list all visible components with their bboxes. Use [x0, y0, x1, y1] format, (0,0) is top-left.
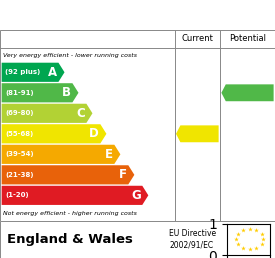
Text: (39-54): (39-54) — [5, 151, 34, 157]
Polygon shape — [2, 124, 106, 143]
Polygon shape — [2, 63, 65, 82]
Polygon shape — [176, 125, 219, 142]
Polygon shape — [2, 104, 92, 123]
Text: (21-38): (21-38) — [5, 172, 34, 178]
Text: (69-80): (69-80) — [5, 110, 34, 116]
Text: Not energy efficient - higher running costs: Not energy efficient - higher running co… — [3, 211, 137, 216]
Text: (1-20): (1-20) — [5, 192, 29, 198]
Text: Current: Current — [182, 34, 213, 43]
Text: (92 plus): (92 plus) — [5, 69, 40, 75]
Text: Potential: Potential — [229, 34, 266, 43]
Text: Energy Efficiency Rating: Energy Efficiency Rating — [7, 8, 190, 21]
Text: EU Directive
2002/91/EC: EU Directive 2002/91/EC — [169, 229, 216, 250]
Polygon shape — [2, 165, 134, 184]
Text: D: D — [89, 127, 99, 140]
Polygon shape — [221, 84, 274, 101]
Text: A: A — [48, 66, 57, 79]
Text: (81-91): (81-91) — [5, 90, 34, 96]
Text: England & Wales: England & Wales — [7, 233, 133, 246]
Text: C: C — [76, 107, 85, 120]
Text: E: E — [105, 148, 113, 161]
Polygon shape — [2, 83, 78, 102]
Text: 60: 60 — [192, 129, 207, 139]
Text: 86: 86 — [243, 88, 257, 98]
Text: B: B — [62, 86, 71, 99]
Text: Very energy efficient - lower running costs: Very energy efficient - lower running co… — [3, 53, 137, 58]
Text: (55-68): (55-68) — [5, 131, 33, 137]
Text: G: G — [131, 189, 141, 202]
Text: F: F — [119, 168, 127, 181]
Polygon shape — [2, 186, 148, 205]
Polygon shape — [2, 145, 120, 164]
